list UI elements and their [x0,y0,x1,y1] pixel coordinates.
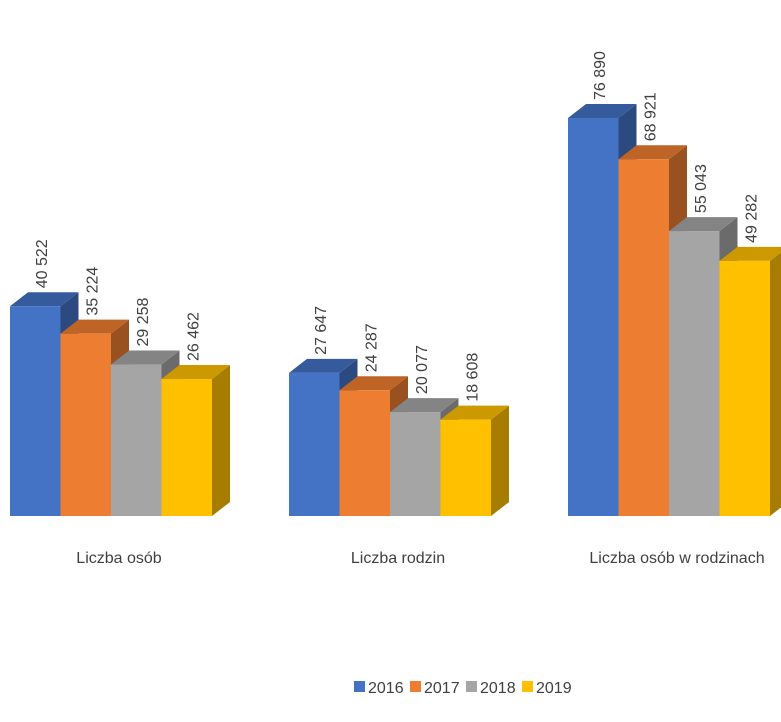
bar-top [60,319,129,334]
bar-top [568,104,637,118]
data-label: 26 462 [186,312,203,361]
data-label: 35 224 [85,267,102,316]
legend-label: 2018 [480,680,516,697]
legend: 2016 2017 2018 2019 [354,680,572,697]
legend-swatch [522,681,533,692]
bar-top [719,246,781,261]
x-tick-label: Liczba osób w rodzinach [589,550,764,567]
legend-swatch [410,681,421,692]
legend-label: 2017 [424,680,460,697]
data-label: 24 287 [364,323,381,372]
bar-top [618,145,687,160]
data-label: 40 522 [34,239,51,288]
bar-top [339,376,408,391]
bar-top [111,350,180,365]
legend-swatch [354,681,365,692]
x-tick-label: Liczba rodzin [351,550,445,567]
bar [390,412,441,516]
bar-top [440,405,509,420]
bar [10,306,61,516]
bar [568,118,619,516]
legend-label: 2016 [368,680,404,697]
bar [289,372,340,516]
bar [719,260,770,516]
data-label: 27 647 [313,306,330,355]
bar-top [390,398,459,413]
bar [111,364,162,516]
bar-side [770,252,781,516]
bar-top [669,217,738,232]
bar [440,419,491,516]
x-tick-label: Liczba osób [76,550,161,567]
bar-top [289,358,358,373]
bar [60,333,111,516]
bar-top [10,292,79,307]
bar [618,159,669,517]
data-label: 68 921 [643,92,660,141]
data-label: 20 077 [414,345,431,394]
data-label: 49 282 [744,194,761,243]
bar [669,231,720,516]
bar-top [161,365,230,380]
legend-label: 2019 [536,680,572,697]
legend-swatch [466,681,477,692]
bar [161,379,212,516]
bar-side [491,405,509,516]
data-label: 29 258 [135,298,152,347]
bar [339,390,390,516]
bar-side [212,365,230,516]
data-label: 55 043 [693,164,710,213]
data-label: 76 890 [592,51,609,100]
data-label: 18 608 [465,353,482,402]
